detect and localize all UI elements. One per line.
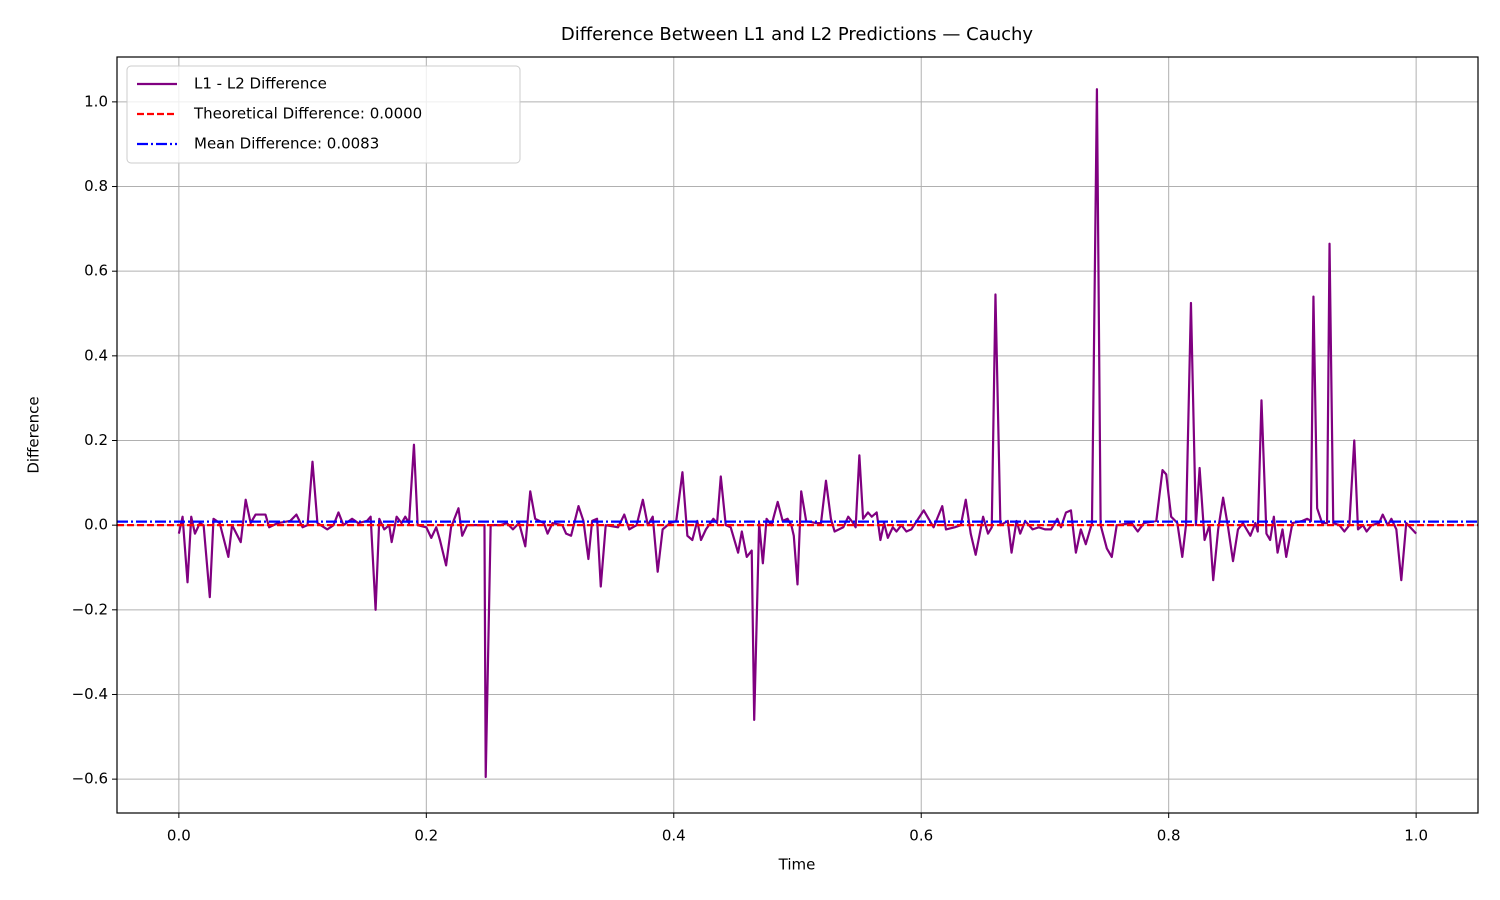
chart-title: Difference Between L1 and L2 Predictions… xyxy=(561,24,1034,45)
y-tick-label: 0.4 xyxy=(84,346,108,364)
x-axis-label: Time xyxy=(778,856,816,874)
y-tick-label: 0.2 xyxy=(84,431,108,449)
y-tick-label: −0.4 xyxy=(72,685,108,703)
legend-box xyxy=(126,65,521,164)
y-tick-label: −0.6 xyxy=(72,770,108,788)
x-tick-label: 0.0 xyxy=(167,827,191,845)
data-line xyxy=(177,88,1417,779)
y-tick-label: 0.6 xyxy=(84,262,108,280)
y-tick-label: 0.8 xyxy=(84,177,108,195)
y-tick-label: 0.0 xyxy=(84,516,108,534)
legend-label: Theoretical Difference: 0.0000 xyxy=(193,105,422,123)
y-tick-label: −0.2 xyxy=(72,600,108,618)
y-axis-label: Difference xyxy=(25,396,43,473)
axes-frame xyxy=(116,56,1479,814)
x-tick-label: 0.2 xyxy=(414,827,438,845)
y-tick-label: 1.0 xyxy=(84,92,108,110)
legend-label: Mean Difference: 0.0083 xyxy=(194,135,379,153)
legend-label: L1 - L2 Difference xyxy=(194,75,327,93)
x-tick-label: 0.6 xyxy=(909,827,933,845)
x-tick-label: 0.8 xyxy=(1157,827,1181,845)
x-tick-label: 1.0 xyxy=(1404,827,1428,845)
x-tick-label: 0.4 xyxy=(662,827,686,845)
